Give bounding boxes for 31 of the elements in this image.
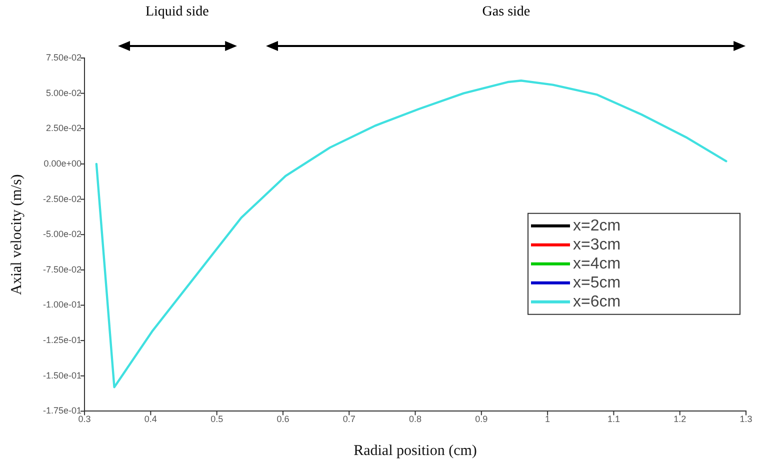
y-tick-label: -1.50e-01 [42,370,82,380]
y-axis-title: Axial velocity (m/s) [8,174,25,296]
y-tick-label: 5.00e-02 [46,88,82,98]
x-tick-label: 1.1 [607,414,620,424]
legend-label: x=6cm [573,293,621,310]
x-tick-label: 0.4 [144,414,157,424]
x-tick-label: 1.2 [674,414,686,424]
x-tick-label: 1.3 [740,414,752,424]
y-tick-label: -1.25e-01 [42,335,82,346]
x-tick-label: 0.3 [78,414,91,424]
text: Gas side [482,4,530,20]
y-tick-label: 0.00e+00 [44,158,82,168]
y-tick-label: -2.50e-02 [42,194,82,204]
legend-label: x=2cm [573,217,621,234]
x-tick-label: 0.9 [475,414,488,424]
y-tick-label: 2.50e-02 [46,123,82,134]
y-tick-label: 7.50e-02 [46,52,82,62]
x-tick-label: 0.6 [276,414,290,424]
legend-label: x=3cm [573,236,621,254]
text: Liquid side [145,4,209,20]
y-tick-label: -1.75e-01 [42,406,82,416]
x-tick-label: 0.7 [342,414,356,424]
y-tick-label: -5.00e-02 [42,229,82,240]
x-tick-label: 1 [545,414,550,424]
x-tick-label: 0.5 [210,414,224,424]
y-tick-label: -1.00e-01 [42,300,82,310]
x-axis-title: Radial position (cm) [354,442,477,459]
legend-label: x=4cm [573,255,621,272]
x-tick-label: 0.8 [409,414,422,424]
legend-label: x=5cm [573,274,621,292]
y-tick-label: -7.50e-02 [42,264,82,274]
